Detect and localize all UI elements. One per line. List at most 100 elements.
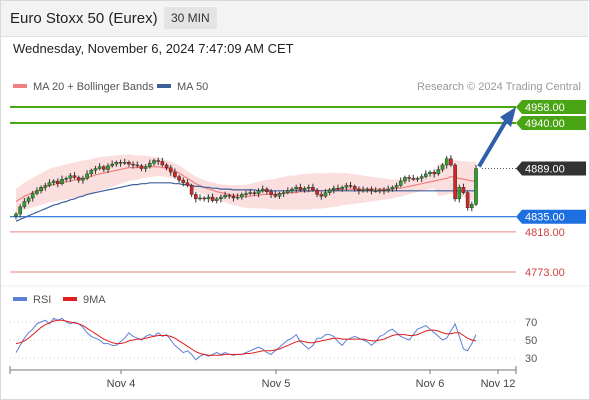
candle-up xyxy=(122,162,127,164)
candle-down xyxy=(252,192,257,194)
chart-header: Euro Stoxx 50 (Eurex) 30 MIN xyxy=(0,0,588,37)
legend-swatch-rsi xyxy=(13,297,27,301)
candle-up xyxy=(327,189,332,193)
candle-down xyxy=(135,164,140,167)
candle-up xyxy=(110,163,114,167)
candle-up xyxy=(470,204,474,208)
x-tick-label: Nov 5 xyxy=(262,378,291,390)
level-tag xyxy=(516,100,586,114)
candle-down xyxy=(357,188,361,192)
candle-down xyxy=(336,187,340,190)
legend-label: MA 50 xyxy=(177,81,208,93)
candle-down xyxy=(348,185,353,187)
candle-up xyxy=(281,192,286,194)
candle-down xyxy=(315,189,319,195)
candle-up xyxy=(332,187,336,191)
bollinger-band xyxy=(16,154,476,214)
level-label: 4818.00 xyxy=(525,227,565,239)
candle-down xyxy=(311,187,315,191)
candle-down xyxy=(194,194,198,200)
rsi-tick-label: 50 xyxy=(525,335,537,347)
legend-label: MA 20 + Bollinger Bands xyxy=(33,81,154,93)
level-label: 4940.00 xyxy=(525,118,565,130)
level-label: 4773.00 xyxy=(525,267,565,279)
candle-up xyxy=(106,165,110,170)
ma50-line xyxy=(15,182,476,222)
candle-up xyxy=(18,206,22,215)
candle-up xyxy=(47,182,52,186)
candle-down xyxy=(131,163,135,166)
candle-up xyxy=(277,193,282,197)
candle-up xyxy=(344,185,349,188)
candle-up xyxy=(148,162,152,167)
candle-up xyxy=(457,187,462,200)
candle-down xyxy=(227,195,232,197)
level-tag xyxy=(516,116,586,131)
candle-down xyxy=(210,196,215,201)
projection-arrowhead xyxy=(500,107,516,127)
candle-up xyxy=(240,194,244,198)
candle-up xyxy=(386,188,390,192)
candle-up xyxy=(26,197,31,202)
candle-up xyxy=(235,196,240,199)
candle-up xyxy=(244,193,248,195)
candle-down xyxy=(453,164,457,200)
candle-up xyxy=(143,166,148,169)
rsi-tick-label: 30 xyxy=(525,353,537,365)
level-tag xyxy=(516,209,586,224)
candle-up xyxy=(260,188,265,192)
candle-up xyxy=(398,180,403,186)
candle-down xyxy=(319,194,324,197)
rsi-tick-label: 70 xyxy=(525,317,537,329)
candle-up xyxy=(93,168,98,171)
candle-up xyxy=(428,171,432,175)
candle-down xyxy=(164,164,169,168)
candle-down xyxy=(382,189,386,192)
candle-down xyxy=(202,197,206,200)
candle-down xyxy=(352,186,357,190)
candle-down xyxy=(177,176,181,181)
candle-down xyxy=(160,161,165,166)
rsi-line xyxy=(15,317,477,361)
candle-down xyxy=(432,171,436,175)
candle-up xyxy=(302,187,307,191)
candle-up xyxy=(198,197,202,200)
candle-down xyxy=(407,177,411,179)
candle-down xyxy=(411,178,416,180)
candle-up xyxy=(81,178,85,181)
candle-up xyxy=(223,195,227,198)
instrument-title: Euro Stoxx 50 (Eurex) xyxy=(10,10,158,27)
candle-up xyxy=(361,189,365,192)
level-label: 4889.00 xyxy=(525,164,565,176)
candle-up xyxy=(14,213,18,217)
candle-down xyxy=(461,187,466,193)
candle-up xyxy=(306,187,311,189)
candle-up xyxy=(89,170,94,175)
candle-down xyxy=(273,194,278,197)
candle-down xyxy=(181,179,186,184)
candle-up xyxy=(378,189,382,192)
candle-up xyxy=(474,168,478,205)
candle-down xyxy=(298,187,303,191)
candle-down xyxy=(76,177,81,181)
candle-up xyxy=(22,201,27,208)
candle-up xyxy=(214,198,219,201)
candle-down xyxy=(139,165,144,169)
candle-up xyxy=(424,173,428,177)
candle-up xyxy=(403,177,407,182)
candle-down xyxy=(72,175,77,178)
credit-text: Research © 2024 Trading Central xyxy=(417,81,581,93)
timeframe-badge[interactable]: 30 MIN xyxy=(164,7,217,29)
candle-down xyxy=(449,158,453,166)
legend-swatch-ma50 xyxy=(157,84,171,88)
legend-swatch-9ma xyxy=(63,297,77,301)
candle-up xyxy=(256,190,261,194)
candle-down xyxy=(265,188,269,192)
candle-down xyxy=(269,191,273,195)
candle-up xyxy=(440,164,445,170)
candle-up xyxy=(436,169,441,175)
candle-down xyxy=(465,192,470,208)
candle-down xyxy=(185,182,190,186)
candle-up xyxy=(68,175,73,179)
candle-up xyxy=(152,160,156,164)
